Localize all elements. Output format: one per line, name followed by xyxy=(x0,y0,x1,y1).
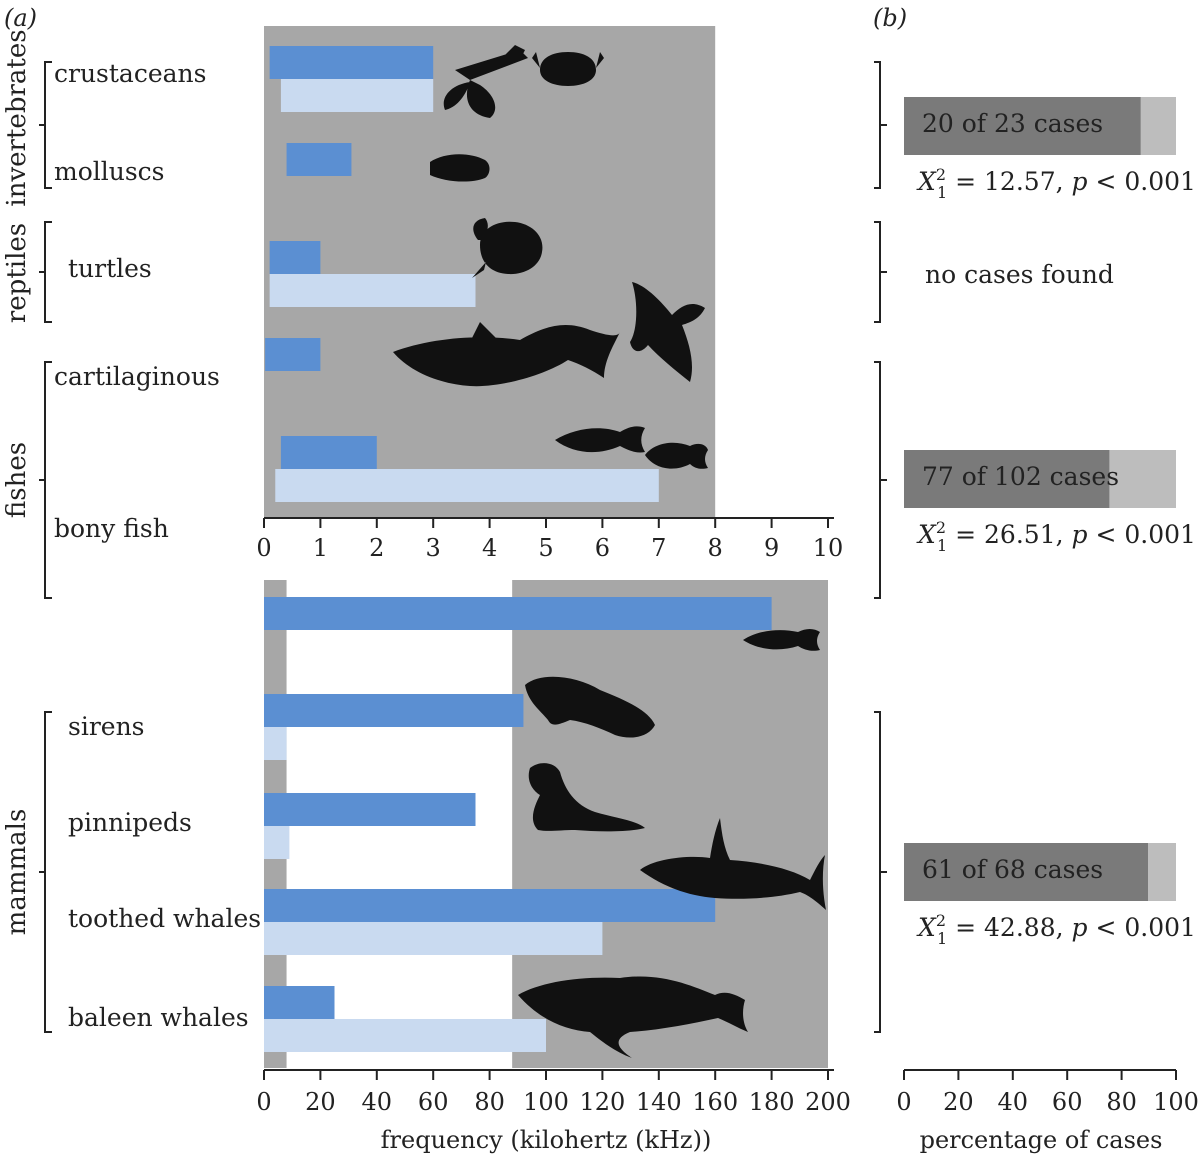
bracket-invertebrates xyxy=(874,61,887,189)
bar-bony-fish-produce xyxy=(264,597,772,630)
bar-pinnipeds-produce xyxy=(264,793,476,826)
chi-square-stat: X2 1 = 42.88, p < 0.001 xyxy=(916,911,1196,948)
x-tick-label: 120 xyxy=(579,1088,625,1116)
x-tick-label: 160 xyxy=(692,1088,738,1116)
chi-square-stat: X2 1 = 12.57, p < 0.001 xyxy=(916,165,1196,202)
x-tick-label: 20 xyxy=(305,1088,336,1116)
case-count-label: 77 of 102 cases xyxy=(922,462,1119,491)
bracket-fishes xyxy=(39,361,52,599)
x-tick-label: 40 xyxy=(362,1088,393,1116)
x-tick-label: 9 xyxy=(764,534,779,562)
bar-baleen-whales-produce xyxy=(264,986,335,1019)
bar-cartilaginous-produce xyxy=(265,338,321,371)
bar-crustaceans-produce xyxy=(269,46,434,79)
manta-ray-icon xyxy=(630,282,705,382)
group-label-mammals: mammals xyxy=(2,809,32,936)
case-count-label: 20 of 23 cases xyxy=(922,109,1103,138)
seal-icon xyxy=(528,763,645,832)
plot-frequency-0-200khz: 0 20 40 60 80 100 120 140 160 180 200 xyxy=(256,580,851,1116)
bracket-invertebrates xyxy=(39,61,52,189)
bracket-reptiles xyxy=(874,221,887,323)
x-tick-label: 200 xyxy=(805,1088,851,1116)
bracket-reptiles xyxy=(39,221,52,323)
bar-fishes-cases xyxy=(904,450,1110,508)
bar-crustaceans-hear xyxy=(280,79,434,112)
category-label-turtles: turtles xyxy=(68,254,152,283)
squid-icon xyxy=(402,130,490,192)
category-label-toothed-whales: toothed whales xyxy=(68,904,261,933)
bar-mammals-cases xyxy=(904,843,1148,901)
x-tick-label: 80 xyxy=(474,1088,505,1116)
x-tick-label: 0 xyxy=(896,1088,911,1116)
humpback-whale-icon xyxy=(518,976,748,1058)
group-label-fishes: fishes xyxy=(2,442,32,518)
x-tick-label: 8 xyxy=(708,534,723,562)
clownfish-icon xyxy=(645,442,708,469)
x-tick-label: 3 xyxy=(426,534,441,562)
x-tick-label: 20 xyxy=(943,1088,974,1116)
x-tick-label: 5 xyxy=(538,534,553,562)
category-label-bony-fish: bony fish xyxy=(54,514,169,543)
chi-square-stat: X2 1 = 26.51, p < 0.001 xyxy=(916,518,1196,555)
orca-icon xyxy=(640,818,826,910)
x-tick-label: 1 xyxy=(313,534,328,562)
bracket-fishes xyxy=(874,361,887,599)
bracket-mammals xyxy=(874,711,887,1033)
x-tick-label: 6 xyxy=(595,534,610,562)
bar-toothed-whales-produce xyxy=(264,889,716,922)
x-tick-label: 10 xyxy=(813,534,844,562)
x-tick-label: 60 xyxy=(1052,1088,1083,1116)
x-tick-label: 0 xyxy=(256,1088,271,1116)
case-count-label: 61 of 68 cases xyxy=(922,855,1103,884)
bar-turtles-hear xyxy=(269,274,476,307)
x-axis-title-percentage: percentage of cases xyxy=(920,1126,1163,1154)
bar-sirens-produce xyxy=(264,694,524,727)
category-label-cartilaginous: cartilaginous xyxy=(54,362,220,391)
plot-frequency-0-10khz: 0 1 2 3 4 5 6 7 8 9 10 xyxy=(256,26,843,562)
bar-bony-fish-hear xyxy=(275,469,659,502)
category-label-baleen-whales: baleen whales xyxy=(68,1003,249,1032)
panel-label-a: (a) xyxy=(4,4,37,32)
x-tick-label: 140 xyxy=(636,1088,682,1116)
no-cases-label: no cases found xyxy=(925,260,1114,289)
shark-icon xyxy=(393,322,620,387)
group-label-invertebrates: invertebrates xyxy=(2,29,32,206)
bar-sirens-hear xyxy=(264,727,287,760)
panel-label-b: (b) xyxy=(873,4,907,32)
category-label-molluscs: molluscs xyxy=(54,157,165,186)
x-tick-label: 100 xyxy=(523,1088,569,1116)
category-label-pinnipeds: pinnipeds xyxy=(68,808,192,837)
x-tick-label: 4 xyxy=(482,534,497,562)
manatee-icon xyxy=(525,676,655,738)
x-tick-label: 2 xyxy=(369,534,384,562)
category-label-crustaceans: crustaceans xyxy=(54,59,206,88)
tuna-icon xyxy=(555,426,645,453)
lobster-icon xyxy=(443,45,528,118)
x-tick-label: 40 xyxy=(998,1088,1029,1116)
bar-toothed-whales-hear xyxy=(264,922,603,955)
x-tick-label: 180 xyxy=(749,1088,795,1116)
category-label-sirens: sirens xyxy=(68,712,145,741)
bar-molluscs-produce xyxy=(286,143,352,176)
x-axis-title-frequency: frequency (kilohertz (kHz)) xyxy=(381,1126,712,1154)
bar-turtles-produce xyxy=(269,241,321,274)
bar-baleen-whales-hear xyxy=(264,1019,546,1052)
plot-percentage-of-cases: 20 of 23 cases X2 1 = 12.57, p < 0.001 no c… xyxy=(874,61,1199,1116)
bar-invertebrates-cases xyxy=(904,97,1141,155)
turtle-icon xyxy=(472,218,548,278)
bar-bony-fish-produce xyxy=(280,436,377,469)
x-tick-label: 7 xyxy=(651,534,666,562)
group-label-reptiles: reptiles xyxy=(2,223,32,323)
x-tick-label: 0 xyxy=(256,534,271,562)
bar-pinnipeds-hear xyxy=(264,826,290,859)
x-tick-label: 60 xyxy=(418,1088,449,1116)
x-tick-label: 100 xyxy=(1153,1088,1199,1116)
fish-icon xyxy=(743,629,820,651)
x-tick-label: 80 xyxy=(1106,1088,1137,1116)
crab-icon xyxy=(532,52,604,95)
bracket-mammals xyxy=(39,711,52,1033)
